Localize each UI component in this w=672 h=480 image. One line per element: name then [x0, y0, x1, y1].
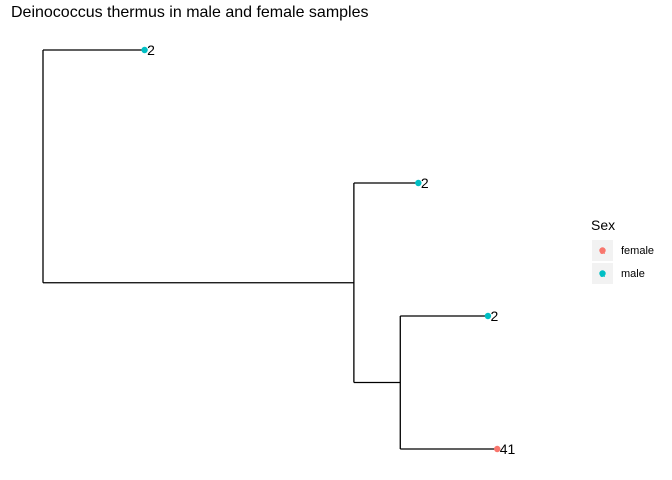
tip-point — [484, 312, 492, 320]
legend-key-point — [599, 270, 606, 277]
tip-label: 2 — [147, 42, 155, 58]
legend-key-point — [599, 247, 606, 254]
tip-label: 2 — [421, 175, 429, 191]
legend-key-glyph: a — [600, 246, 605, 256]
tip-point — [494, 445, 501, 453]
legend-label: male — [621, 268, 645, 280]
chart-title: Deinococcus thermus in male and female s… — [11, 4, 369, 21]
tip-point — [141, 46, 148, 54]
legend-key-glyph: a — [600, 269, 605, 279]
legend-label: female — [621, 245, 654, 257]
tip-point — [415, 179, 422, 187]
tip-label: 2 — [490, 308, 498, 324]
tip-label: 41 — [500, 441, 516, 457]
legend-title: Sex — [591, 217, 615, 233]
